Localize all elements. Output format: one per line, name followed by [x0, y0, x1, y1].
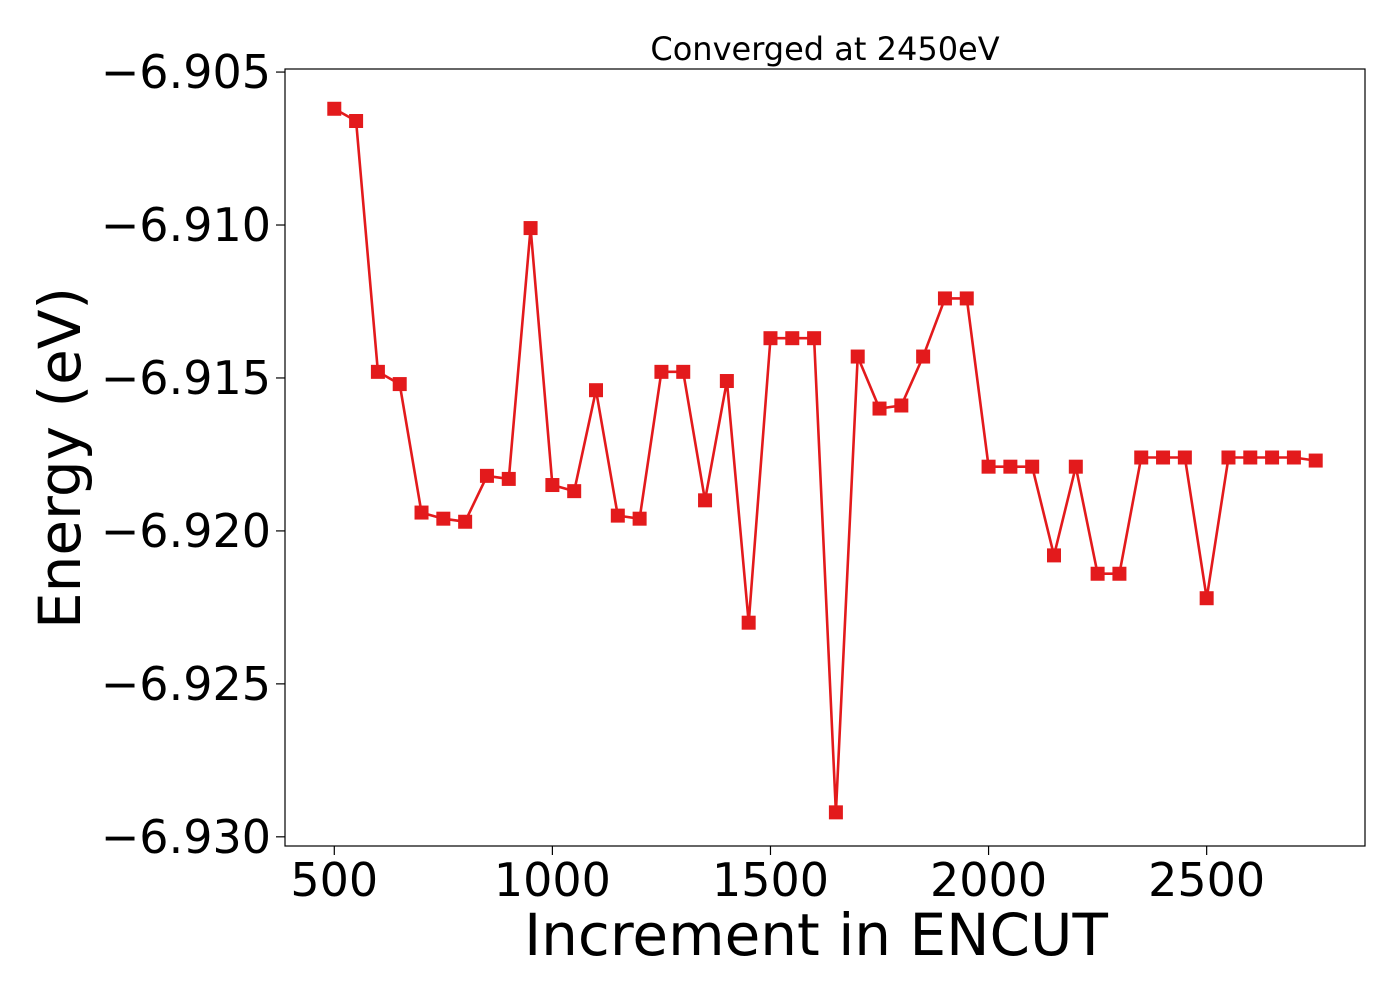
x-axis-label: Increment in ENCUT [524, 901, 1108, 969]
data-point-marker [1265, 450, 1280, 465]
data-point-marker [872, 401, 887, 416]
y-tick-label: −6.905 [101, 45, 271, 99]
data-point-marker [523, 221, 538, 236]
data-point-marker [1112, 566, 1127, 581]
data-point-marker [1177, 450, 1192, 465]
data-point-marker [327, 101, 342, 116]
y-tick-label: −6.925 [101, 657, 271, 711]
data-point-marker [1156, 450, 1171, 465]
data-point-marker [501, 471, 516, 486]
data-point-marker [937, 291, 952, 306]
data-point-marker [1243, 450, 1258, 465]
y-axis-label: Energy (eV) [26, 287, 94, 629]
data-point-marker [479, 468, 494, 483]
data-point-marker [567, 484, 582, 499]
y-axis: −6.905 −6.910 −6.915 −6.920 −6.925 −6.930 [101, 45, 285, 864]
data-point-marker [1025, 459, 1040, 474]
data-point-marker [785, 331, 800, 346]
x-tick-label: 500 [290, 853, 378, 907]
series-line [333, 107, 1316, 814]
data-point-marker [916, 349, 931, 364]
data-point-marker [1199, 591, 1214, 606]
data-point-marker [981, 459, 996, 474]
data-point-marker [719, 374, 734, 389]
data-point-marker [894, 398, 909, 413]
data-point-marker [545, 478, 560, 493]
data-point-marker [632, 511, 647, 526]
y-tick-label: −6.910 [101, 198, 271, 252]
y-tick-label: −6.930 [101, 810, 271, 864]
data-point-marker [589, 383, 604, 398]
data-point-marker [828, 805, 843, 820]
data-point-marker [1308, 453, 1323, 468]
plot-frame [284, 68, 1366, 847]
data-point-marker [741, 615, 756, 630]
x-tick-label: 1000 [494, 853, 611, 907]
x-axis: 500 1000 1500 2000 2500 [290, 846, 1265, 907]
data-point-marker [763, 331, 778, 346]
data-point-marker [1046, 548, 1061, 563]
chart-title: Converged at 2450eV [650, 30, 999, 68]
data-point-marker [458, 514, 473, 529]
data-point-marker [807, 331, 822, 346]
data-point-marker [610, 508, 625, 523]
data-point-marker [1090, 566, 1105, 581]
data-point-marker [370, 364, 385, 379]
y-tick-label: −6.915 [101, 351, 271, 405]
data-point-marker [392, 377, 407, 392]
data-point-marker [1221, 450, 1236, 465]
data-point-marker [676, 364, 691, 379]
data-point-marker [1134, 450, 1149, 465]
data-point-marker [414, 505, 429, 520]
data-point-marker [654, 364, 669, 379]
data-point-marker [850, 349, 865, 364]
series-layer [327, 101, 1323, 820]
x-tick-label: 2000 [930, 853, 1047, 907]
x-tick-label: 2500 [1148, 853, 1265, 907]
y-tick-label: −6.920 [101, 504, 271, 558]
data-point-marker [1003, 459, 1018, 474]
data-point-marker [1286, 450, 1301, 465]
x-tick-label: 1500 [712, 853, 829, 907]
data-point-marker [1068, 459, 1083, 474]
data-point-marker [349, 114, 364, 129]
data-point-marker [436, 511, 451, 526]
data-point-marker [959, 291, 974, 306]
data-point-marker [698, 493, 713, 508]
